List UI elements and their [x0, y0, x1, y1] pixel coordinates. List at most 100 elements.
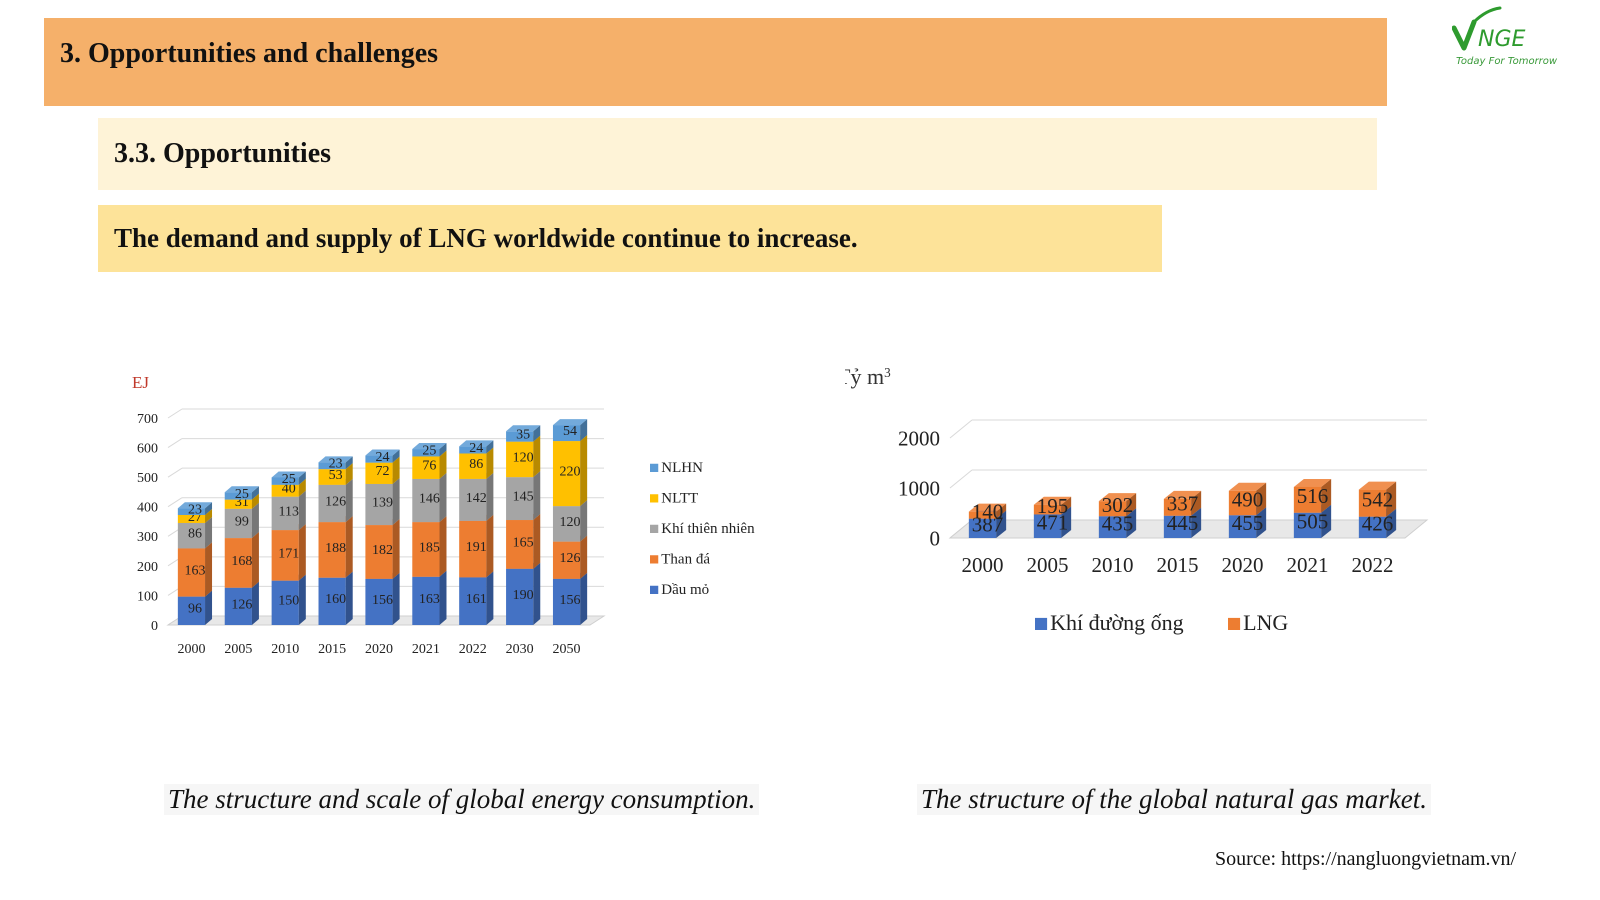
bar-segment-side: [580, 419, 588, 442]
x-tick-label: 2020: [365, 642, 393, 657]
bar-segment: [224, 492, 252, 500]
bar-segment-side: [251, 581, 259, 625]
data-label: 435: [1102, 511, 1134, 535]
bar-segment-side: [205, 590, 213, 625]
bar-segment: [506, 520, 534, 569]
bar-segment-side: [1126, 493, 1137, 517]
data-label: 24: [469, 441, 483, 456]
bar-segment-side: [533, 514, 541, 569]
bar-segment: [1358, 489, 1387, 517]
legend-swatch: [650, 524, 659, 533]
bar-segment: [271, 484, 299, 497]
legend-label: Khí thiên nhiên: [661, 521, 755, 537]
bar-segment-top: [318, 456, 353, 463]
bar-segment-side: [392, 519, 400, 579]
x-tick-label: 2030: [506, 642, 534, 657]
bar-segment-side: [580, 435, 588, 507]
x-tick-label: 2050: [553, 642, 581, 657]
subsection-banner: 3.3. Opportunities: [98, 118, 1377, 190]
bar-segment-side: [1386, 481, 1397, 517]
data-label: 126: [560, 551, 581, 566]
data-label: 516: [1297, 484, 1329, 508]
y-tick-label: 200: [137, 560, 158, 575]
x-tick-label: 2021: [412, 642, 440, 657]
bar-segment: [552, 425, 581, 442]
logo-brand-text: NGE: [1478, 27, 1526, 52]
headline-text: The demand and supply of LNG worldwide c…: [114, 223, 858, 253]
bar-segment: [224, 499, 252, 509]
y-tick-label: 0: [151, 619, 158, 634]
legend-label: NLTT: [661, 491, 698, 507]
data-label: 120: [560, 515, 581, 530]
subsection-title: 3.3. Opportunities: [114, 138, 332, 169]
data-label: 126: [231, 597, 252, 612]
legend-label: Than đá: [661, 552, 710, 568]
bar-segment: [1163, 498, 1192, 516]
bar-segment: [224, 538, 252, 588]
bar-segment-side: [439, 516, 447, 577]
bar-segment-side: [533, 471, 541, 521]
bar-segment: [365, 525, 393, 579]
bar-segment: [552, 506, 581, 542]
x-tick-label: 2020: [1222, 553, 1264, 577]
bar-segment-side: [580, 535, 588, 579]
data-label: 86: [188, 527, 202, 542]
bar-segment-side: [486, 447, 494, 479]
data-label: 190: [513, 588, 534, 603]
headline-banner: The demand and supply of LNG worldwide c…: [98, 205, 1162, 272]
data-label: 445: [1167, 511, 1199, 535]
bar-segment: [459, 520, 487, 578]
bar-segment: [459, 446, 487, 454]
bar-segment-side: [251, 502, 259, 539]
gridline-side: [167, 497, 183, 508]
data-label: 23: [188, 502, 202, 517]
bar-segment-top: [1228, 482, 1267, 491]
bar-segment-top: [1358, 481, 1397, 490]
data-label: 191: [466, 540, 487, 555]
y-tick-label: 100: [137, 589, 158, 604]
bar-segment: [1228, 515, 1257, 538]
data-label: 126: [325, 494, 346, 509]
bar-segment: [412, 576, 440, 625]
bar-segment-side: [580, 572, 588, 625]
bar-segment: [412, 478, 440, 523]
legend-swatch: [1228, 617, 1241, 630]
data-label: 471: [1037, 511, 1069, 535]
x-tick-label: 2021: [1287, 553, 1329, 577]
bar-segment-side: [533, 435, 541, 478]
data-label: 86: [469, 457, 483, 472]
bar-segment-side: [345, 571, 353, 625]
bar-segment-top: [459, 440, 494, 447]
bar-segment-side: [345, 463, 353, 485]
bar-segment-side: [486, 472, 494, 521]
bar-segment: [1098, 501, 1127, 517]
energy-consumption-chart: 0 100 200 300 400 500 600 700 EJ 96 163 86 27 23 2000 1…: [110, 360, 810, 680]
y-axis-label: EJ: [132, 373, 149, 392]
bar-segment: [459, 478, 487, 521]
legend-label: Dầu mỏ: [661, 582, 709, 598]
y-tick-label: 600: [137, 441, 158, 456]
bar-segment-side: [205, 502, 213, 515]
bar-segment-side: [533, 562, 541, 625]
data-label: 23: [329, 457, 343, 472]
data-label: 142: [466, 491, 487, 506]
bar-segment: [968, 518, 997, 538]
y-tick-label: 0: [930, 526, 941, 550]
bar-segment-side: [205, 508, 213, 523]
bar-segment-side: [1191, 490, 1202, 516]
bar-segment-side: [345, 516, 353, 578]
bar-segment-side: [1321, 504, 1332, 538]
data-label: 220: [560, 464, 581, 479]
data-label: 163: [184, 563, 205, 578]
bar-segment: [1293, 486, 1322, 513]
bar-segment-side: [439, 443, 447, 457]
data-label: 120: [513, 450, 534, 465]
bar-segment-side: [1256, 507, 1267, 538]
legend-label: NLHN: [661, 460, 703, 476]
data-label: 195: [1037, 494, 1069, 518]
bar-segment-side: [251, 486, 259, 500]
data-label: 455: [1232, 511, 1264, 535]
bar-segment-side: [1321, 478, 1332, 513]
data-label: 140: [972, 500, 1004, 524]
bar-segment: [1228, 490, 1257, 516]
